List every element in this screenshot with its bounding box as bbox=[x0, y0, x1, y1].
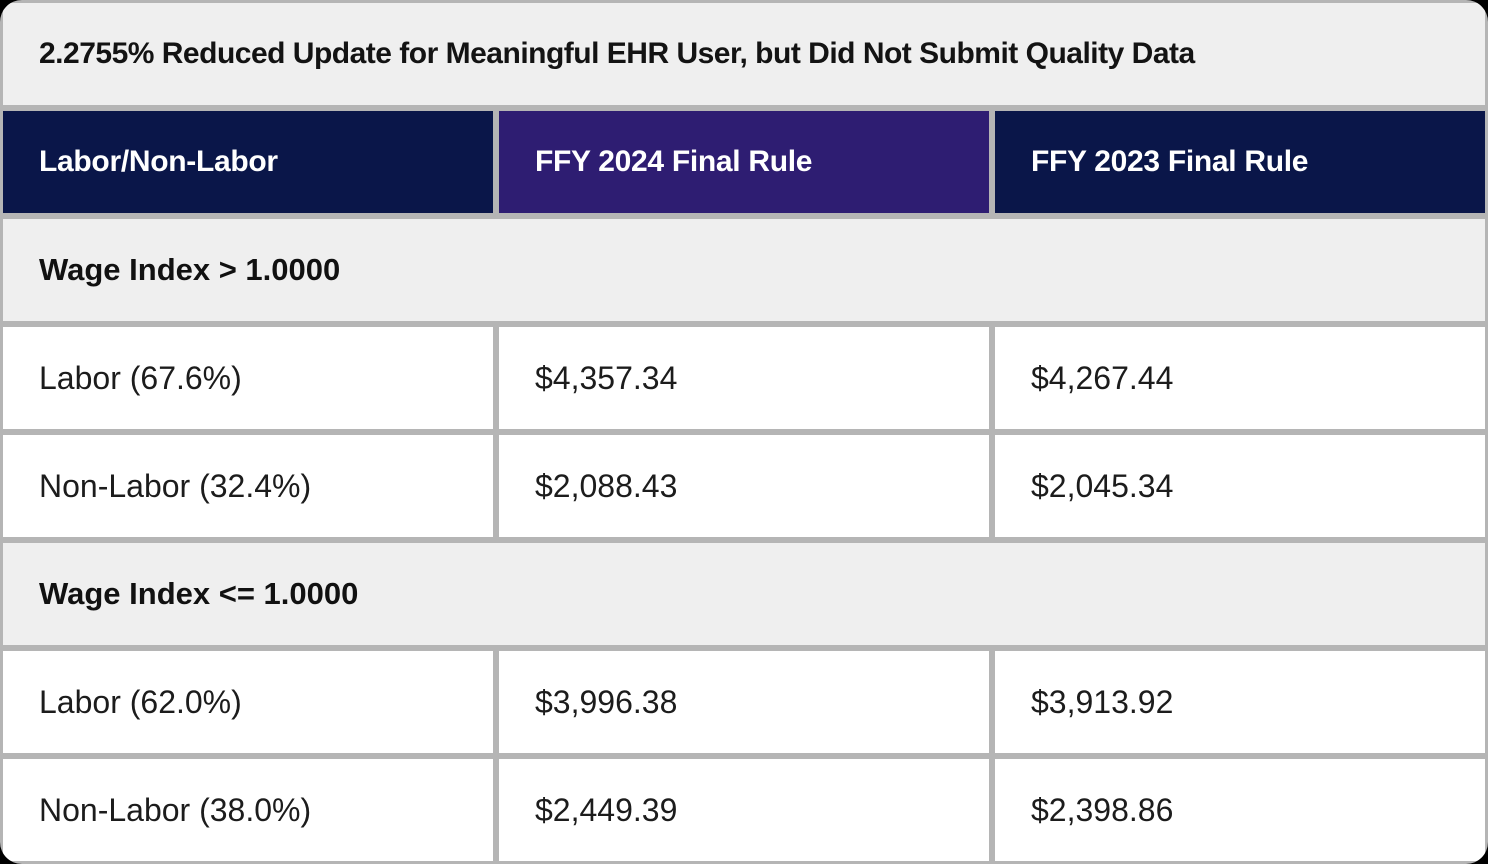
section-header-wage-index-gt-1: Wage Index > 1.0000 bbox=[3, 219, 1485, 321]
row-label-non-labor-lte: Non-Labor (38.0%) bbox=[3, 759, 493, 861]
row-label-non-labor-gt: Non-Labor (32.4%) bbox=[3, 435, 493, 537]
row-label-labor-lte: Labor (62.0%) bbox=[3, 651, 493, 753]
column-header-labor-non-labor: Labor/Non-Labor bbox=[3, 111, 493, 213]
column-header-ffy-2024-final-rule: FFY 2024 Final Rule bbox=[499, 111, 989, 213]
section-header-wage-index-lte-1: Wage Index <= 1.0000 bbox=[3, 543, 1485, 645]
value-labor-lte-ffy2024: $3,996.38 bbox=[499, 651, 989, 753]
value-labor-lte-ffy2023: $3,913.92 bbox=[995, 651, 1485, 753]
value-labor-gt-ffy2023: $4,267.44 bbox=[995, 327, 1485, 429]
value-labor-gt-ffy2024: $4,357.34 bbox=[499, 327, 989, 429]
value-non-labor-gt-ffy2023: $2,045.34 bbox=[995, 435, 1485, 537]
table-title: 2.2755% Reduced Update for Meaningful EH… bbox=[3, 3, 1485, 105]
row-label-labor-gt: Labor (67.6%) bbox=[3, 327, 493, 429]
value-non-labor-lte-ffy2023: $2,398.86 bbox=[995, 759, 1485, 861]
value-non-labor-lte-ffy2024: $2,449.39 bbox=[499, 759, 989, 861]
column-header-ffy-2023-final-rule: FFY 2023 Final Rule bbox=[995, 111, 1485, 213]
value-non-labor-gt-ffy2024: $2,088.43 bbox=[499, 435, 989, 537]
